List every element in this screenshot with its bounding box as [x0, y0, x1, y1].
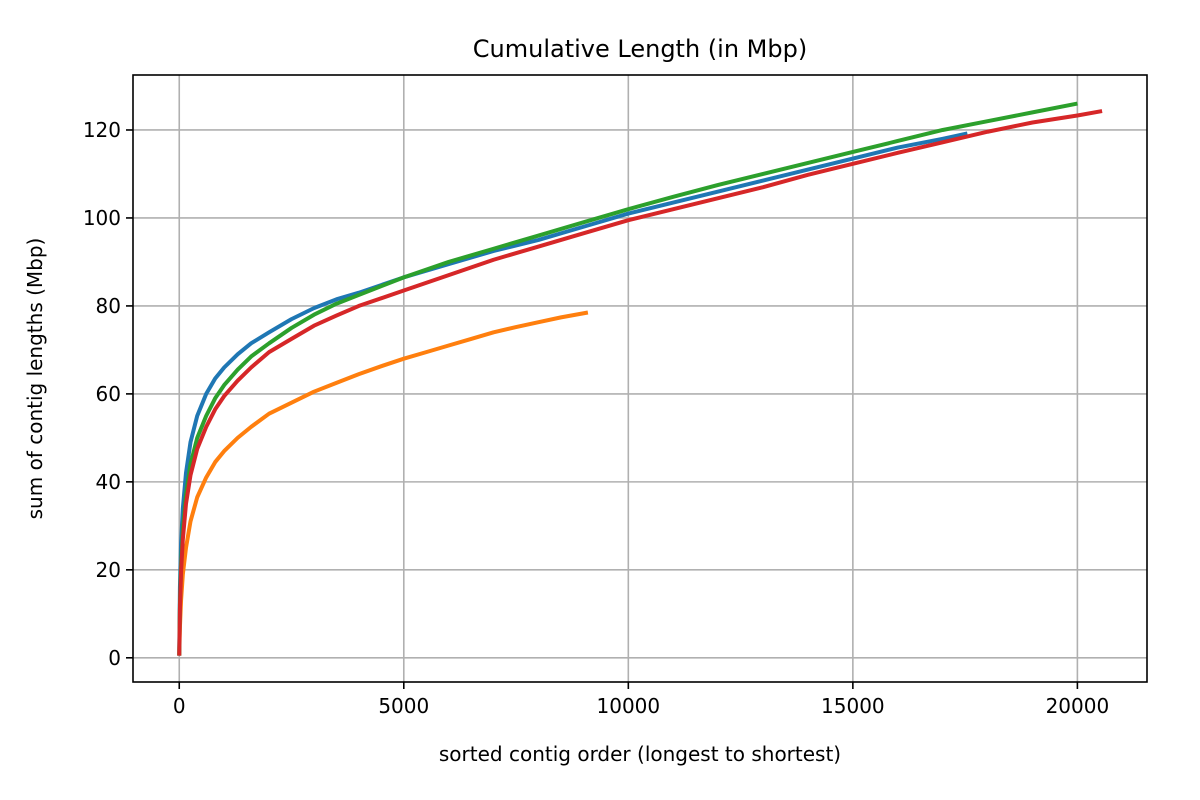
y-tick-label: 100	[83, 206, 121, 230]
axis-ticks: 0 5000 10000 15000 20000 0 20 40 60 80 100 120	[83, 118, 1109, 718]
y-tick-label: 40	[96, 470, 121, 494]
y-tick-label: 20	[96, 558, 121, 582]
x-tick-label: 10000	[597, 694, 661, 718]
series-line-3	[177, 101, 1078, 656]
series-line-1	[177, 131, 968, 656]
y-axis-label: sum of contig lengths (Mbp)	[23, 238, 47, 520]
series-line-4	[177, 109, 1103, 656]
y-tick-label: 120	[83, 118, 121, 142]
y-tick-label: 60	[96, 382, 121, 406]
x-tick-label: 0	[173, 694, 186, 718]
plot-background	[133, 75, 1147, 682]
series-line-2	[177, 310, 589, 656]
y-tick-label: 80	[96, 294, 121, 318]
x-tick-label: 5000	[378, 694, 429, 718]
series-lines	[177, 101, 1103, 656]
chart-title: Cumulative Length (in Mbp)	[473, 35, 807, 63]
y-tick-label: 0	[108, 646, 121, 670]
plot-frame	[132, 74, 1148, 683]
x-tick-label: 15000	[821, 694, 885, 718]
x-axis-label: sorted contig order (longest to shortest…	[439, 742, 841, 766]
x-tick-label: 20000	[1046, 694, 1110, 718]
